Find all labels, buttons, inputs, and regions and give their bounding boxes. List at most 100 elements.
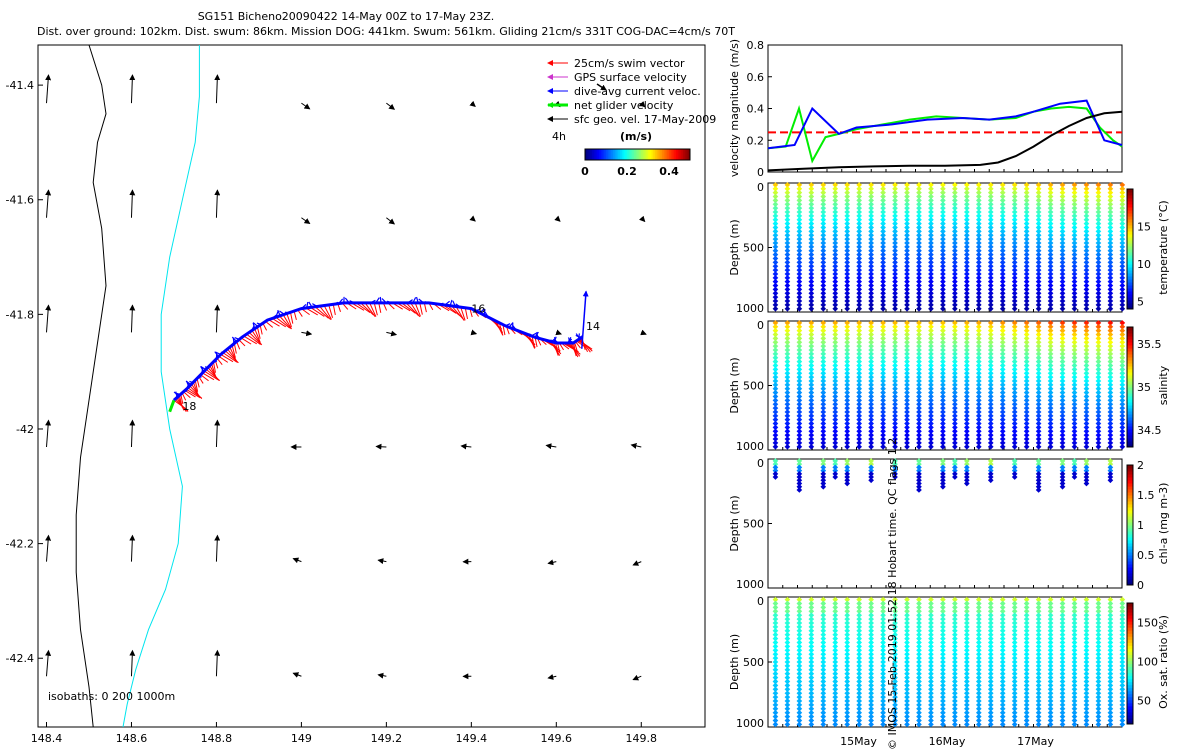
map-colorbar-cell bbox=[677, 149, 680, 160]
profile-sample bbox=[975, 228, 982, 235]
profile-sample bbox=[1047, 294, 1054, 300]
profile-sample bbox=[868, 216, 874, 223]
section-colorbar-cell bbox=[1127, 657, 1133, 661]
profile-sample bbox=[987, 382, 994, 388]
profile-sample bbox=[772, 370, 779, 377]
profile-sample bbox=[880, 244, 886, 250]
profile-sample bbox=[1083, 286, 1090, 293]
profile-sample bbox=[1059, 247, 1066, 254]
profile-sample bbox=[808, 378, 815, 384]
profile-sample bbox=[1119, 412, 1126, 419]
profile-sample bbox=[999, 240, 1006, 246]
profile-sample bbox=[784, 213, 791, 219]
profile-sample bbox=[808, 339, 815, 346]
profile-sample bbox=[1071, 232, 1078, 239]
profile-sample bbox=[1059, 432, 1066, 438]
profile-sample bbox=[844, 458, 851, 464]
figure-title-line1: SG151 Bicheno20090422 14-May 00Z to 17-M… bbox=[197, 10, 495, 23]
profile-sample bbox=[1107, 224, 1114, 231]
profile-sample bbox=[999, 290, 1006, 297]
profile-sample bbox=[1035, 362, 1042, 369]
profile-sample bbox=[1083, 432, 1090, 438]
profile-sample bbox=[1047, 354, 1054, 361]
profile-sample bbox=[784, 240, 791, 246]
profile-sample bbox=[868, 443, 874, 450]
profile-sample bbox=[1071, 409, 1078, 415]
profile-sample bbox=[832, 370, 839, 377]
profile-sample bbox=[999, 428, 1006, 435]
profile-sample bbox=[784, 298, 791, 304]
section-colorbar-cell bbox=[1127, 555, 1133, 559]
profile-sample bbox=[844, 320, 851, 326]
profile-sample bbox=[880, 255, 886, 262]
profile-sample bbox=[1059, 424, 1066, 431]
profile-sample bbox=[844, 401, 851, 408]
profile-sample bbox=[856, 409, 862, 415]
map-colorbar-cell bbox=[683, 149, 686, 160]
section-colorbar-cell bbox=[1127, 522, 1133, 526]
profile-sample bbox=[892, 443, 898, 450]
profile-sample bbox=[952, 185, 958, 192]
profile-sample bbox=[1095, 251, 1102, 258]
profile-sample bbox=[975, 378, 982, 384]
profile-sample bbox=[1071, 302, 1078, 308]
profile-sample bbox=[1047, 393, 1054, 400]
map-colorbar-cell bbox=[618, 149, 621, 160]
section-colorbar-cell bbox=[1127, 246, 1133, 250]
profile-sample bbox=[1071, 193, 1078, 200]
profile-sample bbox=[772, 347, 779, 353]
profile-sample bbox=[952, 385, 958, 392]
profile-sample bbox=[1023, 347, 1030, 353]
profile-sample bbox=[1035, 247, 1042, 254]
sfc-geo-velocity-arrow bbox=[292, 557, 302, 564]
profile-sample bbox=[772, 205, 779, 211]
profile-sample bbox=[892, 397, 898, 404]
profile-sample bbox=[904, 331, 910, 338]
profile-sample bbox=[964, 412, 970, 419]
section-colorbar-cell bbox=[1127, 303, 1133, 307]
profile-sample bbox=[1059, 232, 1066, 239]
profile-sample bbox=[1107, 228, 1114, 235]
section-colorbar-cell bbox=[1127, 630, 1133, 634]
profile-sample bbox=[964, 247, 970, 254]
section-colorbar-cell bbox=[1127, 219, 1133, 223]
profile-sample bbox=[1119, 370, 1126, 377]
profile-sample bbox=[916, 298, 922, 304]
profile-sample bbox=[808, 182, 815, 188]
profile-sample bbox=[1059, 385, 1066, 392]
swim-vector bbox=[229, 346, 237, 362]
profile-sample bbox=[796, 378, 803, 384]
section-colorbar-cell bbox=[1127, 189, 1133, 193]
profile-sample bbox=[1059, 193, 1066, 200]
map-colorbar-cell bbox=[688, 149, 691, 160]
profile-sample bbox=[964, 193, 970, 200]
profile-sample bbox=[1023, 224, 1030, 231]
profile-sample bbox=[868, 393, 874, 400]
section-colorbar-cell bbox=[1127, 471, 1133, 475]
profile-sample bbox=[844, 443, 851, 450]
profile-sample bbox=[916, 335, 922, 342]
section-colorbar-cell bbox=[1127, 384, 1133, 388]
profile-sample bbox=[916, 267, 922, 273]
profile-sample bbox=[1059, 263, 1066, 270]
profile-sample bbox=[928, 213, 934, 219]
section-colorbar-cell bbox=[1127, 621, 1133, 625]
swim-vector bbox=[464, 307, 468, 320]
profile-sample bbox=[999, 440, 1006, 446]
profile-sample bbox=[820, 347, 827, 353]
profile-sample bbox=[916, 385, 922, 392]
profile-sample bbox=[856, 323, 862, 330]
section-colorbar-cell bbox=[1127, 519, 1133, 523]
profile-sample bbox=[928, 331, 934, 338]
section-colorbar-cell bbox=[1127, 708, 1133, 713]
profile-sample bbox=[1059, 216, 1066, 223]
profile-sample bbox=[796, 483, 803, 490]
profile-sample bbox=[868, 278, 874, 285]
profile-sample bbox=[987, 366, 994, 373]
profile-sample bbox=[1119, 240, 1126, 246]
profile-sample bbox=[928, 343, 934, 349]
profile-sample bbox=[952, 374, 958, 380]
sfc-geo-velocity-arrow bbox=[639, 215, 646, 223]
profile-sample bbox=[1083, 294, 1090, 300]
swim-vector bbox=[293, 310, 297, 320]
